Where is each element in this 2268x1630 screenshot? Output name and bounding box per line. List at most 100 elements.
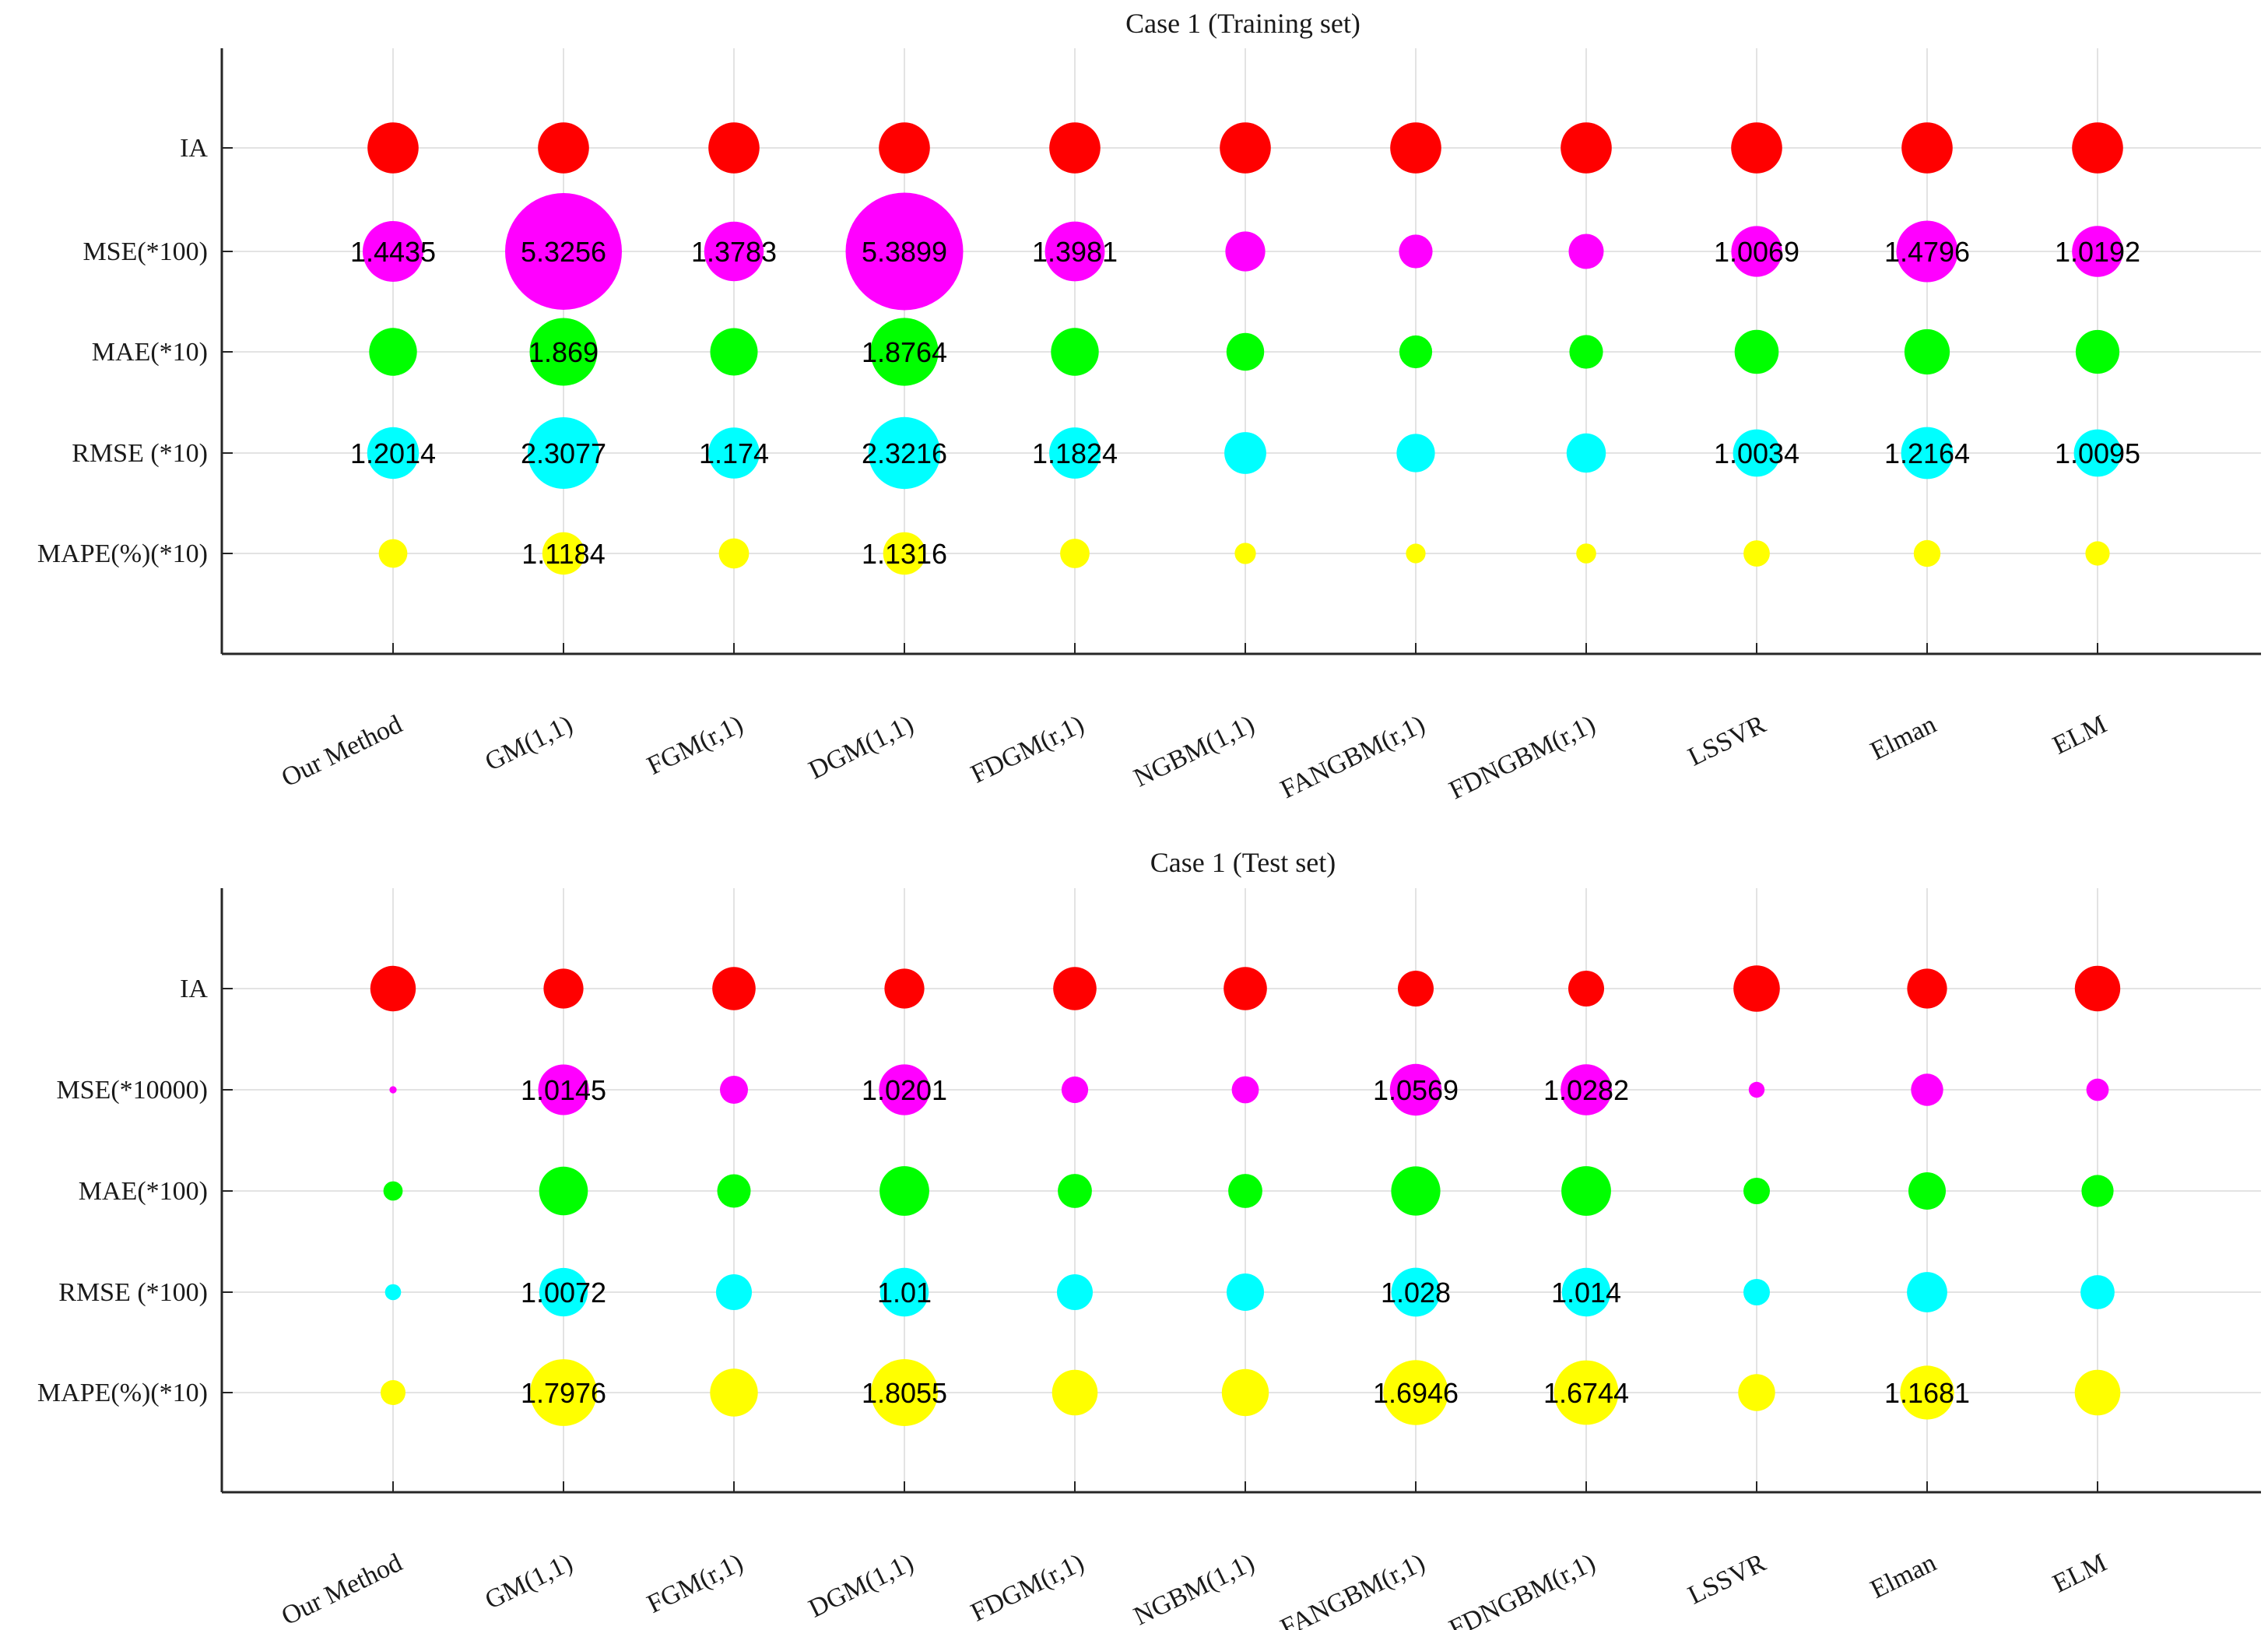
bubble-rmse-100--1 xyxy=(384,1284,402,1301)
bubble-mse-10000--9 xyxy=(1748,1081,1765,1098)
data-label: 1.1681 xyxy=(1884,1377,1970,1409)
y-tick-label: MAPE(%)(*10) xyxy=(37,539,208,568)
bubble-mae-10--11 xyxy=(2075,329,2120,374)
bubble-mse-100--8 xyxy=(1568,234,1604,269)
bubble-mae-10--10 xyxy=(1904,328,1950,375)
bubble-ia-8 xyxy=(1561,122,1612,174)
bubble-mae-10--1 xyxy=(369,328,417,376)
bubble-ia-3 xyxy=(712,967,756,1010)
x-tick-label: Our Method xyxy=(277,1548,406,1630)
x-tick-label: FANGBM(r,1) xyxy=(1276,1548,1430,1630)
bubble-mae-100--4 xyxy=(879,1166,929,1216)
bubble-rmse-100--4 xyxy=(879,1267,929,1317)
bubble-ia-5 xyxy=(1049,122,1101,174)
bubble-mae-100--8 xyxy=(1561,1166,1611,1216)
bubble-mse-100--4 xyxy=(845,192,964,311)
x-tick-label: FGM(r,1) xyxy=(643,1548,748,1619)
bubble-rmse-100--6 xyxy=(1227,1273,1264,1311)
bubble-mae-100--1 xyxy=(383,1181,403,1201)
bubble-mse-10000--10 xyxy=(1911,1073,1943,1106)
bubble-rmse-10--9 xyxy=(1733,429,1781,477)
data-label: 1.4435 xyxy=(350,236,436,268)
data-label: 1.1824 xyxy=(1032,437,1118,469)
bubble-mse-10000--7 xyxy=(1389,1063,1442,1116)
data-label: 1.0282 xyxy=(1543,1074,1629,1106)
bubble-ia-2 xyxy=(538,122,589,174)
data-label: 5.3256 xyxy=(521,236,606,268)
bubble-ia-3 xyxy=(708,122,760,174)
bubble-rmse-100--10 xyxy=(1907,1272,1947,1312)
y-tick-label: IA xyxy=(180,975,208,1003)
y-tick-label: MAE(*100) xyxy=(79,1177,208,1206)
bubble-ia-5 xyxy=(1053,967,1097,1010)
bubble-mse-10000--4 xyxy=(879,1064,930,1115)
y-tick-label: MSE(*100) xyxy=(83,237,208,266)
bubble-mape-10--6 xyxy=(1221,1368,1269,1417)
bubble-ia-10 xyxy=(1907,968,1947,1009)
bubble-mse-100--10 xyxy=(1896,220,1958,283)
bubble-mape-10--2 xyxy=(542,532,585,575)
x-tick-label: Our Method xyxy=(277,710,406,793)
chart-panel-1: Case 1 (Training set) IA MSE(*100) MAE(*10)… xyxy=(37,8,2261,805)
y-tick-label: RMSE (*100) xyxy=(58,1278,208,1307)
bubble-mse-10000--5 xyxy=(1061,1076,1089,1104)
bubble-mae-100--9 xyxy=(1743,1178,1770,1204)
data-label: 1.01 xyxy=(877,1277,932,1309)
bubble-mae-10--9 xyxy=(1734,329,1779,374)
bubble-rmse-100--3 xyxy=(716,1274,752,1310)
bubble-ia-4 xyxy=(879,122,930,174)
data-label: 2.3077 xyxy=(521,437,606,469)
data-label: 1.3783 xyxy=(691,236,777,268)
bubble-mape-10--10 xyxy=(1913,539,1941,567)
bubble-mae-10--2 xyxy=(529,318,598,386)
data-label: 1.2014 xyxy=(350,437,436,469)
bubble-rmse-10--7 xyxy=(1396,434,1435,472)
bubble-rmse-10--11 xyxy=(2073,429,2122,477)
bubble-rmse-100--9 xyxy=(1743,1279,1770,1305)
bubble-mse-100--3 xyxy=(704,221,764,282)
data-label: 1.0569 xyxy=(1373,1074,1459,1106)
bubble-mae-10--7 xyxy=(1399,335,1433,369)
bubble-mse-100--5 xyxy=(1044,221,1105,282)
x-tick-label: FDNGBM(r,1) xyxy=(1445,1548,1599,1630)
x-tick-label: Elman xyxy=(1866,1548,1941,1604)
bubble-mse-100--2 xyxy=(505,193,622,310)
bubble-mse-100--1 xyxy=(363,221,423,282)
x-tick-label: ELM xyxy=(2049,710,2112,761)
data-label: 1.3981 xyxy=(1032,236,1118,268)
bubble-mse-10000--8 xyxy=(1561,1064,1612,1115)
data-label: 1.8764 xyxy=(862,336,947,368)
bubble-ia-1 xyxy=(367,122,419,174)
bubble-mse-100--6 xyxy=(1225,231,1266,272)
y-tick-label: MSE(*10000) xyxy=(56,1076,208,1105)
bubble-ia-7 xyxy=(1390,122,1441,174)
bubble-ia-7 xyxy=(1398,971,1434,1006)
data-label: 1.6946 xyxy=(1373,1377,1459,1409)
x-tick-label: ELM xyxy=(2049,1548,2112,1599)
bubble-mse-10000--6 xyxy=(1231,1076,1259,1104)
bubble-mae-100--3 xyxy=(717,1174,751,1208)
bubble-mape-10--8 xyxy=(1576,543,1596,564)
chart-title: Case 1 (Test set) xyxy=(1150,847,1336,878)
bubble-mse-100--9 xyxy=(1731,226,1782,277)
bubble-mae-10--8 xyxy=(1569,335,1603,369)
y-tick-label: MAE(*10) xyxy=(92,338,208,367)
data-label: 1.0145 xyxy=(521,1074,606,1106)
bubble-ia-8 xyxy=(1568,971,1604,1006)
bubble-ia-9 xyxy=(1733,965,1780,1012)
bubble-rmse-100--8 xyxy=(1561,1267,1611,1317)
data-label: 1.0034 xyxy=(1714,437,1799,469)
data-label: 1.0201 xyxy=(862,1074,947,1106)
bubble-rmse-100--11 xyxy=(2080,1275,2115,1309)
data-label: 1.174 xyxy=(699,437,769,469)
bubble-mae-10--6 xyxy=(1226,332,1265,371)
data-label: 1.0069 xyxy=(1714,236,1799,268)
bubble-mae-100--6 xyxy=(1228,1174,1262,1208)
data-label: 1.1316 xyxy=(862,538,947,570)
data-label: 1.869 xyxy=(528,336,599,368)
x-tick-label: LSSVR xyxy=(1683,1548,1771,1611)
bubble-mape-10--5 xyxy=(1060,539,1090,568)
bubble-mape-10--11 xyxy=(2074,1369,2121,1416)
bubble-mse-100--7 xyxy=(1399,234,1433,269)
